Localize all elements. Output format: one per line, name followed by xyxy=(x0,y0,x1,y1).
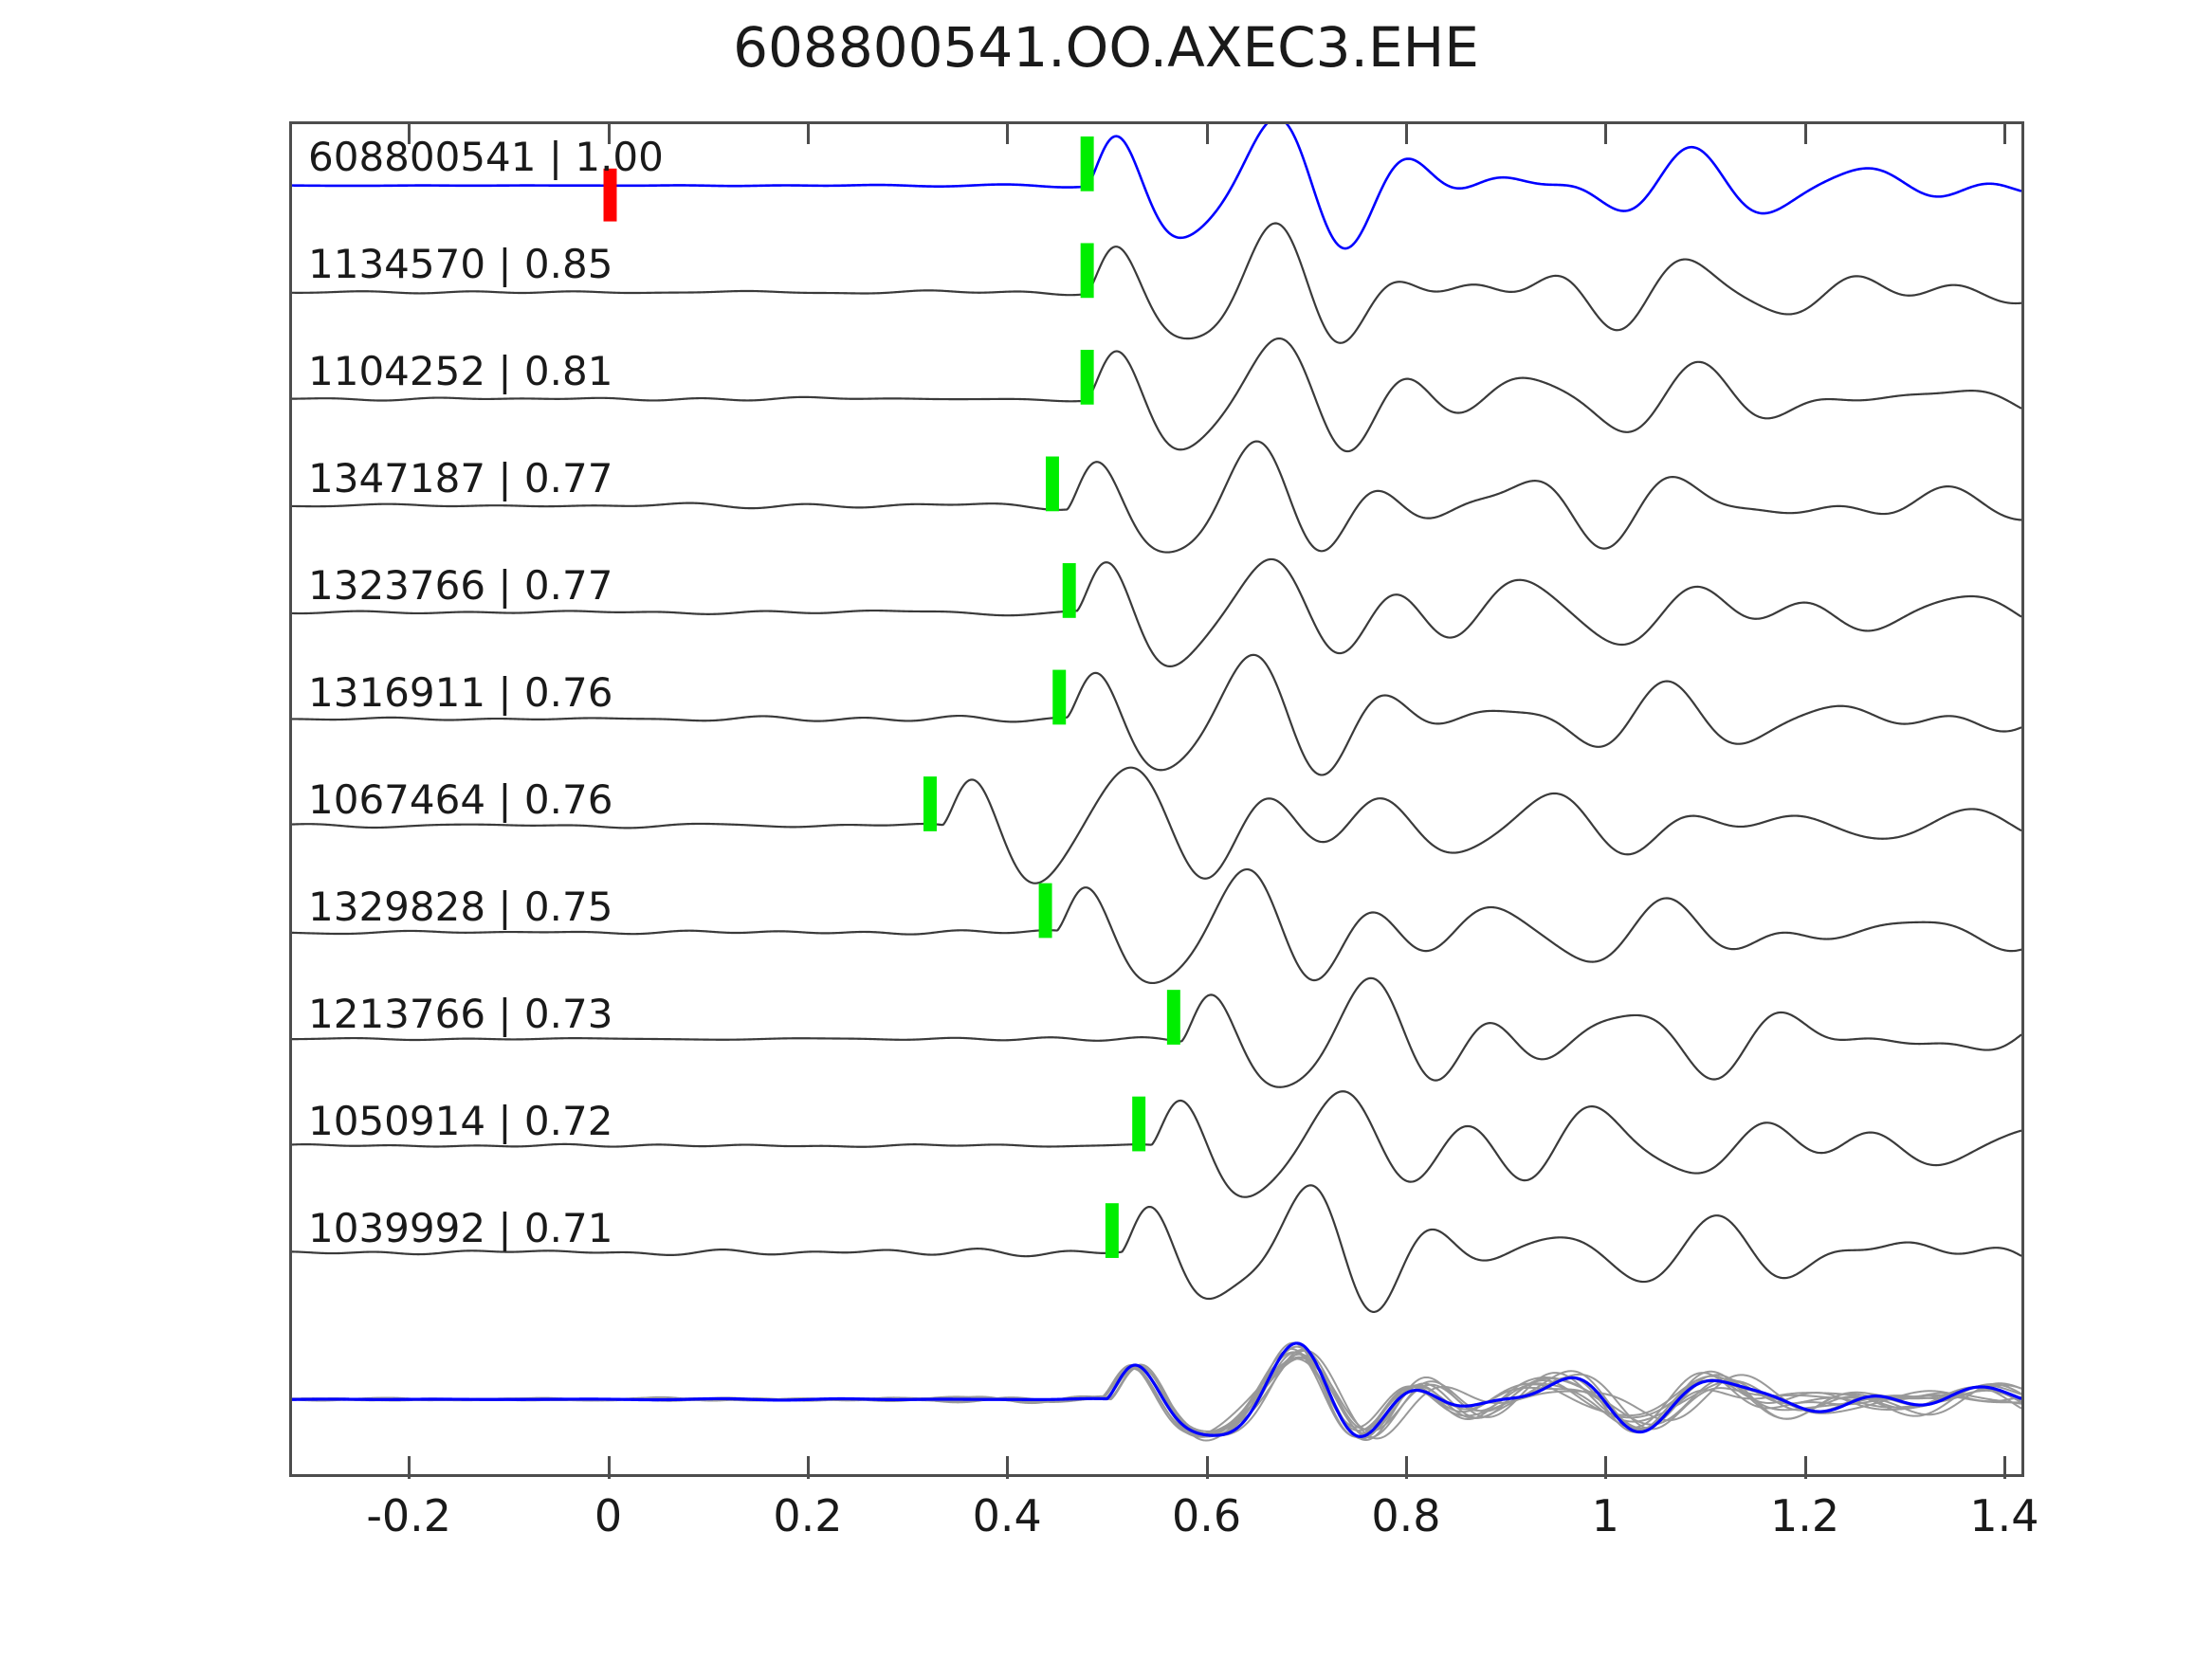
reference-pick-marker xyxy=(603,168,617,222)
detection-pick-marker xyxy=(923,776,937,831)
x-axis-tick-label: 1 xyxy=(1591,1490,1619,1541)
detection-pick-marker xyxy=(1038,883,1052,939)
trace-label: 608800541 | 1.00 xyxy=(308,134,664,180)
x-axis-tick-top xyxy=(1803,121,1807,144)
x-axis-tick-top xyxy=(607,121,611,144)
x-axis-tick-label: 0.6 xyxy=(1172,1490,1242,1541)
waveform-trace xyxy=(292,222,2021,344)
x-axis-tick xyxy=(2002,1456,2006,1479)
x-axis-tick-label: 0.2 xyxy=(773,1490,843,1541)
x-axis-tick-top xyxy=(1404,121,1408,144)
x-axis-tick xyxy=(806,1456,810,1479)
waveform-trace xyxy=(292,976,2021,1088)
waveform-trace xyxy=(292,124,2021,250)
x-axis-tick-label: -0.2 xyxy=(366,1490,452,1541)
trace-label: 1050914 | 0.72 xyxy=(308,1098,613,1144)
page-title: 608800541.OO.AXEC3.EHE xyxy=(733,15,1479,80)
x-axis-tick-label: 0.4 xyxy=(972,1490,1042,1541)
waveform-trace xyxy=(292,440,2021,554)
detection-pick-marker xyxy=(1105,1203,1119,1258)
detection-pick-marker xyxy=(1132,1096,1146,1152)
x-axis-tick xyxy=(1205,1456,1209,1479)
detection-pick-marker xyxy=(1166,990,1180,1045)
waveform-trace xyxy=(292,1184,2021,1314)
detection-pick-marker xyxy=(1052,669,1067,725)
trace-label: 1067464 | 0.76 xyxy=(308,776,613,823)
trace-label: 1347187 | 0.77 xyxy=(308,455,613,501)
trace-label: 1329828 | 0.75 xyxy=(308,884,613,930)
plot-area xyxy=(289,121,2024,1477)
x-axis-tick xyxy=(1404,1456,1408,1479)
x-axis-tick-label: 1.4 xyxy=(1969,1490,2039,1541)
detection-pick-marker xyxy=(1045,456,1059,512)
x-axis-tick-label: 0.8 xyxy=(1371,1490,1441,1541)
x-axis-tick xyxy=(1803,1456,1807,1479)
x-axis-tick-top xyxy=(1205,121,1209,144)
trace-label: 1323766 | 0.77 xyxy=(308,562,613,609)
detection-pick-marker xyxy=(1080,136,1094,191)
waveform-trace xyxy=(292,867,2021,985)
x-axis-tick-top xyxy=(1604,121,1608,144)
detection-pick-marker xyxy=(1080,243,1094,299)
trace-label: 1213766 | 0.73 xyxy=(308,991,613,1037)
x-axis-tick-top xyxy=(806,121,810,144)
detection-pick-marker xyxy=(1080,349,1094,405)
x-axis-tick-top xyxy=(408,121,411,144)
x-axis-tick-top xyxy=(2002,121,2006,144)
x-axis-tick xyxy=(607,1456,611,1479)
x-axis-tick xyxy=(1604,1456,1608,1479)
waveform-trace xyxy=(292,557,2021,667)
trace-label: 1316911 | 0.76 xyxy=(308,669,613,716)
x-axis-tick xyxy=(408,1456,411,1479)
trace-label: 1039992 | 0.71 xyxy=(308,1205,613,1251)
trace-label: 1134570 | 0.85 xyxy=(308,241,613,287)
x-axis-tick-label: 1.2 xyxy=(1770,1490,1840,1541)
waveform-trace xyxy=(292,337,2021,453)
waveform-trace xyxy=(292,653,2021,776)
detection-pick-marker xyxy=(1062,563,1076,618)
waveform-trace xyxy=(292,1090,2021,1198)
x-axis-tick-top xyxy=(1006,121,1010,144)
waveform-canvas xyxy=(292,124,2021,1442)
stack-template-trace xyxy=(292,1341,2021,1438)
waveform-trace xyxy=(292,766,2021,884)
trace-label: 1104252 | 0.81 xyxy=(308,348,613,394)
x-axis-tick xyxy=(1006,1456,1010,1479)
x-axis-tick-label: 0 xyxy=(594,1490,623,1541)
